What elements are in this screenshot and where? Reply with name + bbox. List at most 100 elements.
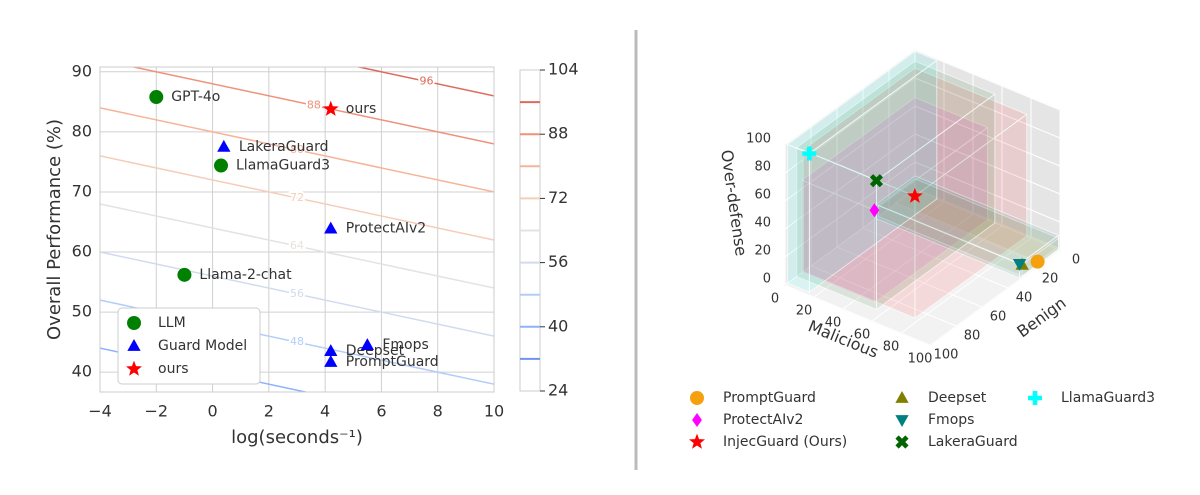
legend-marker bbox=[126, 360, 142, 376]
y-tick-label: 100 bbox=[934, 348, 959, 363]
y-tick-label: 0 bbox=[1072, 253, 1080, 268]
contour-label: 80 bbox=[290, 143, 304, 156]
point bbox=[324, 221, 338, 234]
legend-marker bbox=[127, 339, 141, 351]
point bbox=[322, 100, 339, 116]
grid-line bbox=[784, 161, 916, 258]
x-axis-label: Malicious bbox=[806, 316, 882, 361]
value-box-face bbox=[787, 143, 810, 293]
point bbox=[149, 90, 164, 105]
point bbox=[869, 203, 880, 218]
contour-label: 72 bbox=[290, 191, 304, 204]
contour-line bbox=[100, 155, 494, 241]
contour-line bbox=[100, 107, 494, 193]
point-label: PromptGuard bbox=[346, 354, 439, 370]
grid-line bbox=[900, 237, 1032, 334]
legend-marker bbox=[692, 413, 702, 427]
legend-marker bbox=[1028, 391, 1042, 405]
point bbox=[324, 354, 338, 367]
contour-label: 64 bbox=[290, 239, 304, 252]
y-tick-label: 50 bbox=[72, 302, 92, 321]
z-tick-label: 100 bbox=[746, 132, 771, 147]
contour-line bbox=[355, 67, 494, 97]
legend-label: LlamaGuard3 bbox=[1061, 390, 1155, 406]
legend-marker bbox=[895, 435, 909, 449]
grid-line bbox=[784, 77, 916, 174]
point-label: ours bbox=[346, 101, 377, 117]
plot-frame bbox=[99, 66, 495, 393]
point-label: GPT-4o bbox=[171, 89, 220, 105]
grid-line bbox=[842, 213, 974, 310]
colorbar-tick-label: 40 bbox=[548, 316, 568, 335]
y-axis-label: Overall Performance (%) bbox=[44, 119, 65, 340]
grid-line bbox=[813, 201, 945, 298]
x-tick-label: 4 bbox=[320, 402, 330, 421]
x-axis-label: log(seconds⁻¹) bbox=[231, 427, 363, 448]
colorbar-tick-label: 24 bbox=[548, 381, 568, 400]
grid-line bbox=[784, 133, 916, 230]
x-tick-label: 2 bbox=[264, 402, 274, 421]
legend-label: LLM bbox=[158, 315, 186, 331]
y-tick-label: 60 bbox=[990, 310, 1007, 325]
x-tick-label: 0 bbox=[771, 292, 779, 307]
colorbar-tick-label: 72 bbox=[548, 188, 568, 207]
contour-line bbox=[130, 67, 494, 145]
x-tick-label: 20 bbox=[796, 304, 813, 319]
point bbox=[1030, 254, 1045, 269]
point-label: LlamaGuard3 bbox=[236, 158, 330, 174]
x-tick-label: 60 bbox=[854, 328, 871, 343]
point bbox=[906, 187, 923, 203]
y-tick-label: 80 bbox=[72, 121, 92, 140]
legend-label: PromptGuard bbox=[723, 390, 816, 406]
contour-label: 56 bbox=[290, 287, 304, 300]
point bbox=[802, 146, 817, 161]
y-tick-label: 60 bbox=[72, 242, 92, 261]
x-tick-label: −2 bbox=[144, 402, 168, 421]
x-tick-label: 6 bbox=[376, 402, 386, 421]
contour-label: 88 bbox=[307, 98, 321, 111]
legend-label: LakeraGuard bbox=[928, 434, 1018, 450]
x-tick-label: 8 bbox=[433, 402, 443, 421]
legend-marker bbox=[895, 391, 909, 403]
contour-label: 48 bbox=[290, 335, 304, 348]
grid-line bbox=[914, 77, 1061, 139]
z-tick-label: 60 bbox=[754, 188, 771, 203]
z-tick-label: 80 bbox=[754, 160, 771, 175]
legend-label: ProtectAIv2 bbox=[723, 412, 803, 428]
legend-marker bbox=[127, 316, 141, 330]
point-label: Llama-2-chat bbox=[199, 267, 292, 283]
z-tick-label: 20 bbox=[754, 244, 771, 259]
y-tick-label: 70 bbox=[72, 181, 92, 200]
y-tick-label: 40 bbox=[1016, 291, 1033, 306]
point bbox=[1012, 259, 1027, 271]
y-tick-label: 90 bbox=[72, 61, 92, 80]
x-tick-label: 100 bbox=[908, 352, 933, 367]
point-label: Fmops bbox=[382, 337, 428, 353]
point bbox=[360, 338, 375, 351]
y-tick-label: 20 bbox=[1042, 272, 1059, 287]
legend-marker bbox=[690, 391, 704, 405]
contour-label: 96 bbox=[419, 74, 433, 87]
legend-marker bbox=[689, 433, 705, 449]
grid-line bbox=[784, 105, 916, 202]
x-tick-label: 0 bbox=[207, 402, 217, 421]
x-tick-label: 40 bbox=[825, 316, 842, 331]
x-tick-label: 80 bbox=[883, 340, 900, 355]
grid-line bbox=[914, 49, 1061, 111]
z-tick-label: 0 bbox=[763, 272, 771, 287]
legend-label: InjecGuard (Ours) bbox=[723, 434, 847, 450]
y-tick-label: 40 bbox=[72, 362, 92, 381]
grid-line bbox=[871, 225, 1003, 322]
z-axis-label: Over-defense bbox=[717, 149, 751, 258]
legend-marker bbox=[895, 415, 909, 427]
grid-line bbox=[784, 49, 916, 146]
point bbox=[869, 174, 884, 188]
legend-label: Deepset bbox=[928, 390, 987, 406]
point bbox=[177, 267, 192, 282]
y-tick-label: 80 bbox=[964, 329, 981, 344]
point-label: LakeraGuard bbox=[239, 139, 329, 155]
grid-line bbox=[784, 189, 916, 286]
colorbar-tick-label: 56 bbox=[548, 252, 568, 271]
point bbox=[217, 139, 231, 152]
